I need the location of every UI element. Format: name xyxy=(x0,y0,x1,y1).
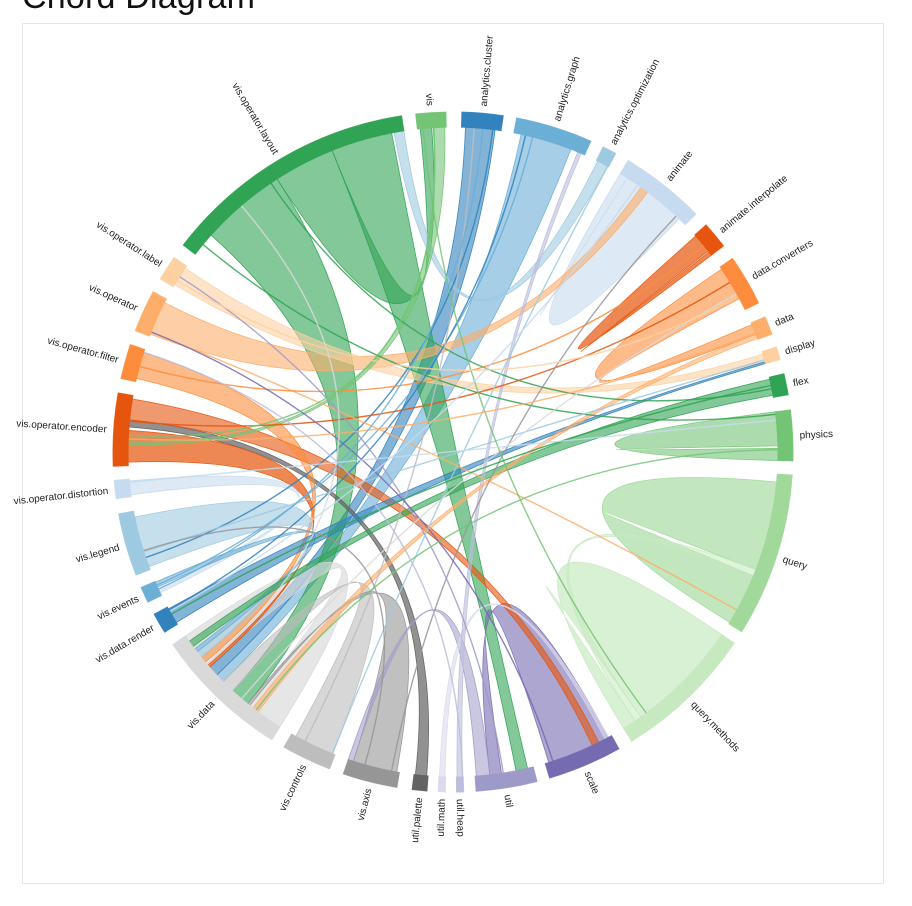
group-arc-query[interactable] xyxy=(728,473,793,633)
group-arc-vis-data[interactable] xyxy=(172,635,281,741)
thread-vis-data-to-data-converters xyxy=(241,293,738,700)
group-label-vis-operator-encoder: vis.operator.encoder xyxy=(16,419,108,436)
group-label-vis-operator-filter: vis.operator.filter xyxy=(46,336,120,366)
group-label-query: query xyxy=(781,554,808,572)
thread-vis-operator-layout-to-physics xyxy=(202,243,776,421)
group-arc-display[interactable] xyxy=(761,346,781,365)
group-arc-scale[interactable] xyxy=(544,735,620,779)
group-arc-vis[interactable] xyxy=(415,111,447,130)
group-label-util-heap: util.heap xyxy=(454,799,466,837)
ribbon-animate-to-animate[interactable] xyxy=(540,172,680,326)
group-label-util-palette: util.palette xyxy=(410,796,425,843)
group-arc-vis-legend[interactable] xyxy=(118,510,151,576)
group-label-util: util xyxy=(501,794,514,808)
group-label-vis-legend: vis.legend xyxy=(75,542,121,565)
thread-vis-to-query-methods xyxy=(422,128,647,714)
group-arc-vis-operator-distortion[interactable] xyxy=(113,478,132,500)
group-arc-vis-operator[interactable] xyxy=(134,291,167,337)
thread-util-to-vis-operator-label xyxy=(179,276,504,774)
thread-vis-data-render-to-analytics-graph xyxy=(168,135,527,611)
group-arc-data-converters[interactable] xyxy=(719,257,760,311)
thread-vis-operator-label-to-data-converters xyxy=(176,279,739,372)
group-label-vis-operator-label: vis.operator.label xyxy=(94,220,164,270)
group-arc-analytics-graph[interactable] xyxy=(513,117,592,156)
thread-analytics-graph-to-vis-events xyxy=(156,136,534,586)
group-arc-physics[interactable] xyxy=(774,409,794,462)
thread-vis-to-vis-operator-encoder xyxy=(128,127,436,437)
thread-physics-to-vis-data xyxy=(255,449,778,711)
group-arc-vis-operator-layout[interactable] xyxy=(182,115,405,255)
group-arc-util-heap[interactable] xyxy=(455,776,465,793)
arc-layer xyxy=(112,111,794,793)
group-arc-util-palette[interactable] xyxy=(411,774,429,792)
group-arc-vis-data-render[interactable] xyxy=(153,606,179,633)
thread-animate-to-vis-data-render xyxy=(169,184,639,613)
thread-vis-operator-encoder-to-data-converters xyxy=(129,281,731,427)
group-label-vis-controls: vis.controls xyxy=(278,763,309,813)
group-label-query-methods: query.methods xyxy=(688,700,741,755)
thread-analytics-optimization-to-vis-controls xyxy=(331,165,609,755)
group-label-scale: scale xyxy=(582,770,601,796)
thread-vis-axis-to-animate xyxy=(390,215,677,772)
group-arc-analytics-optimization[interactable] xyxy=(595,146,617,168)
thread-vis-controls-to-analytics-cluster xyxy=(304,127,475,742)
group-label-data: data xyxy=(773,311,796,329)
group-arc-util[interactable] xyxy=(474,766,538,792)
group-arc-analytics-cluster[interactable] xyxy=(460,111,504,132)
group-label-analytics-cluster: analytics.cluster xyxy=(479,34,496,106)
thread-vis-legend-to-display xyxy=(143,359,765,553)
thread-analytics-cluster-to-vis-legend xyxy=(145,129,494,559)
group-arc-query-methods[interactable] xyxy=(623,633,735,742)
group-label-animate: animate xyxy=(665,149,696,184)
group-label-vis-data: vis.data xyxy=(185,699,217,732)
group-arc-animate[interactable] xyxy=(619,159,697,226)
group-arc-animate-interpolate[interactable] xyxy=(694,224,725,256)
thread-vis-operator-distortion-to-physics xyxy=(129,419,777,483)
group-label-animate-interpolate: animate.interpolate xyxy=(717,173,790,236)
thread-flex-to-vis-data-render xyxy=(171,384,772,615)
group-arc-vis-operator-label[interactable] xyxy=(159,256,188,288)
group-arc-vis-controls[interactable] xyxy=(283,733,336,770)
group-label-physics: physics xyxy=(799,429,833,442)
group-label-vis-operator-distortion: vis.operator.distortion xyxy=(13,486,109,507)
page-title: Chord Diagram xyxy=(22,0,255,17)
group-label-analytics-graph: analytics.graph xyxy=(552,55,583,122)
ribbon-layer xyxy=(127,126,779,778)
group-label-data-converters: data.converters xyxy=(750,238,815,282)
group-label-display: display xyxy=(784,338,817,358)
group-arc-flex[interactable] xyxy=(768,373,789,398)
thread-vis-events-to-analytics-cluster xyxy=(158,128,484,590)
group-arc-vis-events[interactable] xyxy=(140,580,163,603)
group-label-vis-operator-layout: vis.operator.layout xyxy=(229,81,280,157)
group-arc-util-math[interactable] xyxy=(437,776,447,793)
group-arc-vis-operator-filter[interactable] xyxy=(120,344,146,383)
group-label-vis-events: vis.events xyxy=(96,594,141,623)
thread-util-heap-to-vis-operator-filter xyxy=(143,351,464,777)
group-arc-vis-operator-encoder[interactable] xyxy=(112,392,134,467)
group-label-vis-axis: vis.axis xyxy=(356,787,375,821)
group-label-util-math: util.math xyxy=(436,799,448,837)
thread-vis-data-to-vis-operator-layout xyxy=(206,205,340,665)
group-arc-vis-axis[interactable] xyxy=(342,759,400,788)
group-label-vis-operator: vis.operator xyxy=(87,282,140,314)
thread-data-to-vis-operator-encoder xyxy=(128,332,756,441)
group-label-vis: vis xyxy=(423,93,435,106)
group-arc-data[interactable] xyxy=(750,316,773,340)
thread-vis-axis-to-vis-legend xyxy=(143,526,386,766)
group-label-flex: flex xyxy=(792,375,809,389)
group-label-analytics-optimization: analytics.optimization xyxy=(609,57,663,146)
thread-vis-operator-to-query xyxy=(150,331,738,611)
group-label-vis-data-render: vis.data.render xyxy=(94,623,157,666)
